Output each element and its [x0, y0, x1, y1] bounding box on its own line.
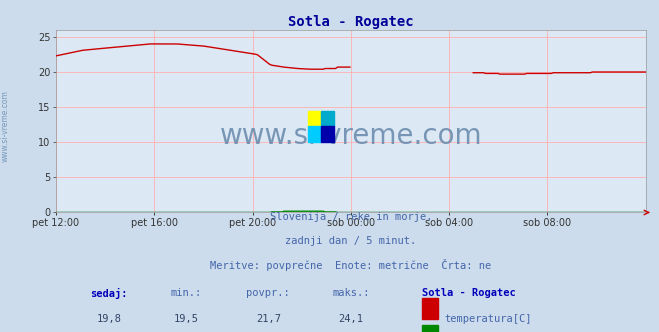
Text: 24,1: 24,1 [339, 313, 363, 324]
Bar [422, 325, 438, 332]
Text: Slovenija / reke in morje.: Slovenija / reke in morje. [270, 212, 432, 222]
Text: sedaj:: sedaj: [90, 288, 128, 299]
Text: maks.:: maks.: [332, 288, 370, 298]
Bar [308, 126, 322, 142]
Text: zadnji dan / 5 minut.: zadnji dan / 5 minut. [285, 236, 416, 246]
Bar [422, 298, 438, 319]
Text: 21,7: 21,7 [256, 313, 281, 324]
Text: www.si-vreme.com: www.si-vreme.com [219, 122, 482, 150]
Bar [322, 126, 334, 142]
Text: temperatura[C]: temperatura[C] [444, 313, 532, 324]
Bar [322, 111, 334, 126]
Title: Sotla - Rogatec: Sotla - Rogatec [288, 15, 414, 29]
Text: min.:: min.: [170, 288, 202, 298]
Text: Sotla - Rogatec: Sotla - Rogatec [422, 288, 515, 298]
Text: 19,8: 19,8 [97, 313, 122, 324]
Bar [308, 111, 322, 126]
Text: Meritve: povprečne  Enote: metrične  Črta: ne: Meritve: povprečne Enote: metrične Črta:… [210, 259, 492, 271]
Text: 19,5: 19,5 [173, 313, 198, 324]
Text: povpr.:: povpr.: [246, 288, 290, 298]
Text: www.si-vreme.com: www.si-vreme.com [1, 90, 10, 162]
